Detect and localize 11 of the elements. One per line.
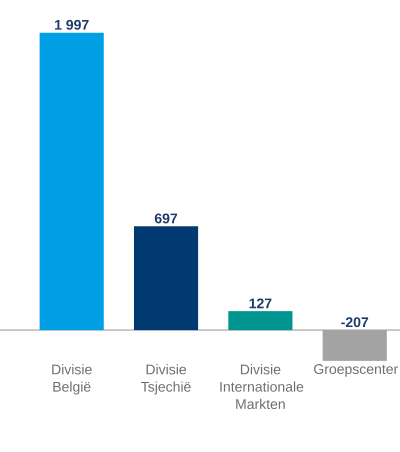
x-tick-label: Divisie Tsjechië <box>141 364 191 395</box>
data-label: 697 <box>154 213 178 224</box>
data-label: 127 <box>250 298 272 308</box>
data-label: 1 997 <box>55 20 89 30</box>
x-tick-label: Divisie Internationale Markten <box>220 364 304 410</box>
bar <box>134 226 198 330</box>
x-tick-label: Divisie België <box>52 364 92 395</box>
bar <box>40 32 104 330</box>
bar <box>228 311 292 330</box>
x-tick-label: Groepscenter <box>314 364 398 377</box>
data-label: -207 <box>341 317 368 328</box>
